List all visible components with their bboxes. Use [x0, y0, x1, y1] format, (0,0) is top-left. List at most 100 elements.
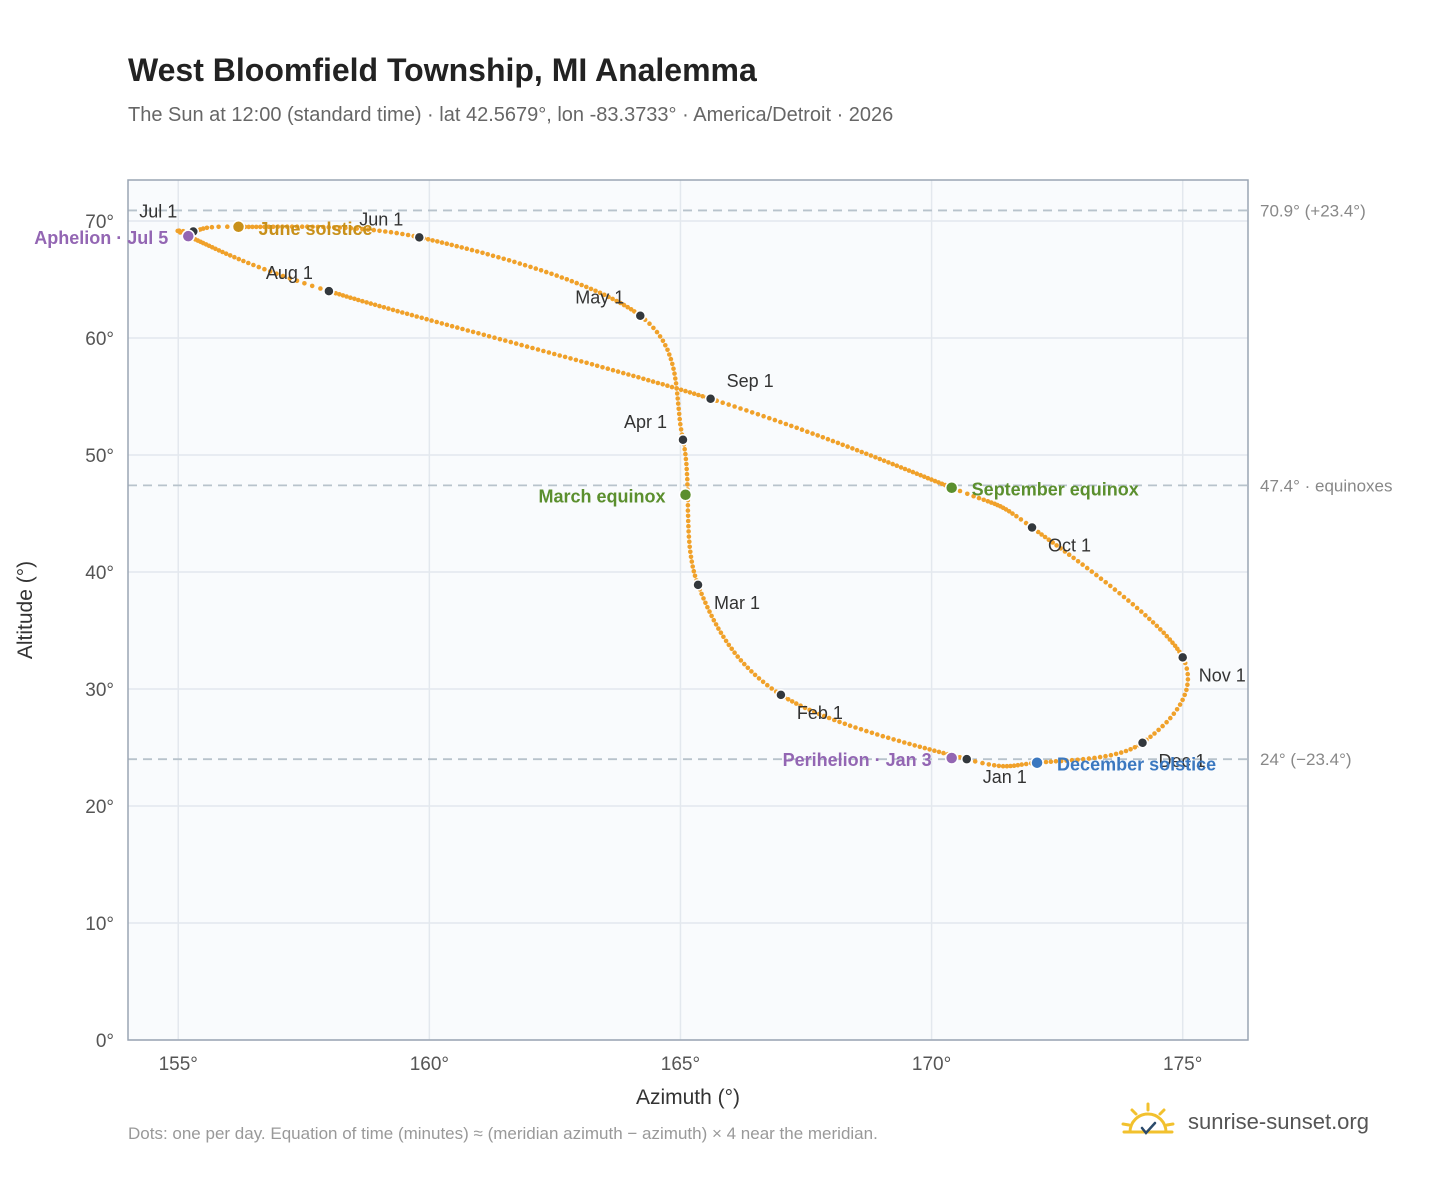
daily-dot: [835, 440, 841, 446]
daily-dot: [1158, 627, 1163, 632]
daily-dot: [1147, 616, 1152, 622]
daily-dot: [881, 458, 887, 464]
daily-dot: [414, 314, 420, 319]
daily-dot: [726, 642, 732, 648]
daily-dot: [464, 246, 470, 251]
y-tick-label: 70°: [85, 212, 114, 233]
daily-dot: [685, 508, 691, 513]
x-tick-label: 175°: [1163, 1054, 1202, 1075]
daily-dot: [668, 356, 674, 362]
daily-dot: [1019, 762, 1024, 767]
daily-dot: [674, 391, 680, 396]
daily-dot: [280, 273, 286, 279]
daily-dot: [869, 730, 875, 736]
daily-dot: [1132, 745, 1138, 750]
daily-dot: [832, 717, 837, 723]
daily-dot: [1171, 711, 1177, 716]
daily-dot: [383, 229, 388, 234]
daily-dot: [826, 715, 832, 721]
daily-dot: [769, 686, 774, 691]
daily-dot: [837, 719, 842, 725]
daily-dot: [236, 256, 242, 262]
month-label: Jan 1: [983, 767, 1027, 787]
daily-dot: [430, 238, 435, 243]
daily-dot: [524, 344, 530, 349]
daily-dot: [535, 347, 541, 352]
daily-dot: [227, 253, 233, 258]
daily-dot: [1185, 671, 1190, 677]
daily-dot: [250, 224, 255, 230]
daily-dot: [337, 225, 343, 230]
daily-dot: [356, 297, 361, 303]
daily-dot: [1128, 747, 1133, 752]
daily-dot: [663, 343, 668, 348]
daily-dot: [1058, 758, 1064, 764]
daily-dot: [684, 461, 689, 467]
daily-dot: [647, 321, 652, 327]
daily-dot: [907, 741, 912, 747]
daily-dot: [701, 596, 706, 601]
daily-dot: [1123, 748, 1129, 754]
daily-dot: [492, 335, 497, 341]
daily-dot: [476, 331, 481, 336]
daily-dot: [650, 379, 656, 384]
month-label: Mar 1: [714, 593, 760, 613]
reference-lines: 70.9° (+23.4°) 47.4° · equinoxes 24° (−23.…: [128, 201, 1393, 769]
daily-dot: [688, 549, 693, 555]
y-tick-label: 0°: [96, 1031, 114, 1052]
month-marker: [704, 393, 717, 405]
daily-dot: [289, 224, 295, 229]
daily-dot: [546, 350, 552, 355]
daily-dot: [744, 408, 749, 413]
daily-dot: [519, 342, 524, 348]
daily-dot: [858, 727, 864, 732]
daily-dot: [584, 360, 589, 366]
daily-dot: [720, 400, 725, 406]
daily-dot: [683, 456, 689, 462]
daily-dot: [729, 646, 734, 652]
daily-dot: [873, 455, 878, 460]
daily-dot: [761, 413, 766, 419]
y-axis-label: Altitude (°): [14, 561, 37, 659]
daily-dot: [864, 451, 869, 457]
event-marker: [231, 220, 246, 234]
daily-dot: [875, 732, 880, 737]
daily-dot: [660, 338, 666, 344]
chart-subtitle: The Sun at 12:00 (standard time) · lat 4…: [128, 104, 894, 126]
daily-dot: [971, 493, 976, 499]
daily-dot: [767, 415, 772, 421]
daily-dot: [918, 472, 923, 478]
daily-dot: [315, 224, 321, 230]
daily-dot: [1154, 623, 1160, 629]
daily-dot: [976, 495, 982, 501]
daily-dot: [1008, 763, 1013, 769]
daily-dot: [669, 384, 675, 390]
daily-dot: [691, 391, 697, 397]
month-label: Jun 1: [359, 209, 403, 229]
daily-dot: [674, 386, 679, 391]
daily-dot: [685, 482, 690, 487]
daily-dot: [705, 604, 710, 610]
daily-dot: [896, 738, 902, 744]
brand[interactable]: sunrise-sunset.org: [1120, 1102, 1369, 1142]
daily-dot: [821, 713, 827, 719]
daily-dot: [671, 366, 676, 372]
daily-dot: [372, 302, 378, 308]
daily-dot: [957, 755, 963, 760]
daily-dot: [294, 224, 300, 229]
daily-dot: [936, 749, 942, 755]
y-tick-label: 50°: [85, 446, 114, 467]
daily-dot: [621, 370, 626, 376]
daily-dot: [1108, 583, 1113, 589]
daily-dot: [1058, 546, 1063, 551]
daily-dot: [842, 721, 848, 727]
daily-dot: [344, 294, 349, 299]
daily-dot: [805, 429, 810, 435]
daily-dot: [670, 361, 675, 367]
reference-line-label: 24° (−23.4°): [1260, 750, 1352, 769]
daily-dot: [798, 703, 803, 708]
daily-dot: [854, 447, 860, 453]
daily-dot: [917, 744, 923, 750]
daily-dot: [778, 419, 783, 425]
